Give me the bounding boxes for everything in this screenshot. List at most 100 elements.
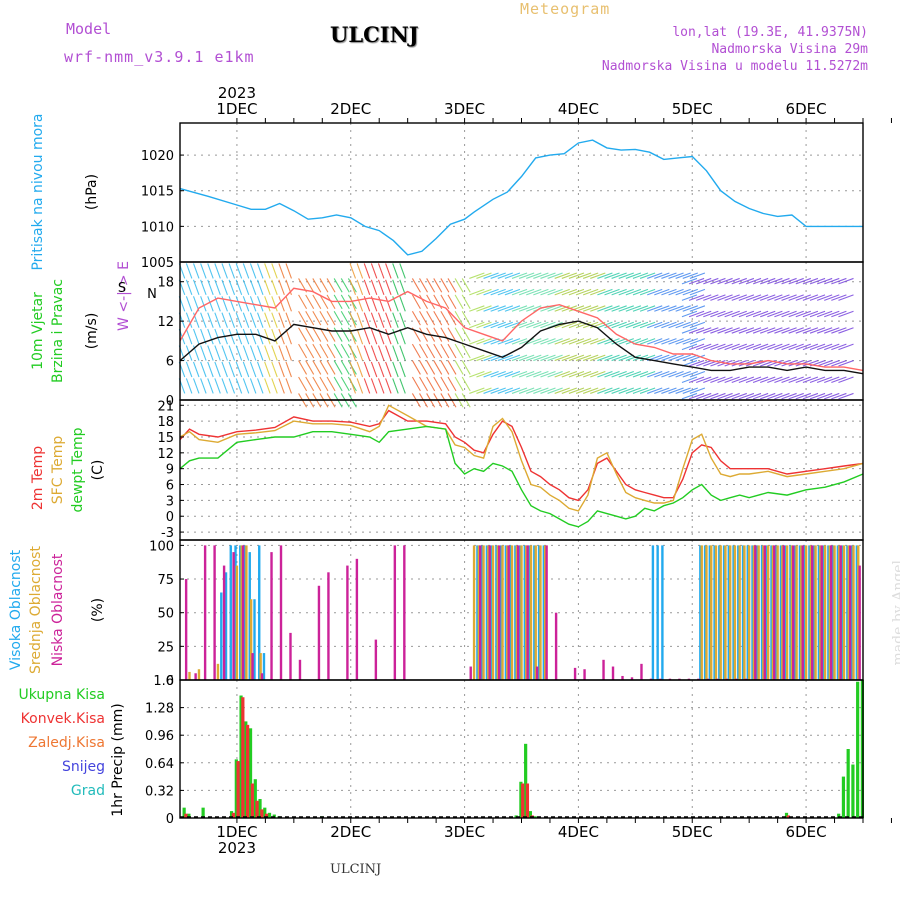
- cloud-label-mid: Srednja Oblacnost: [28, 546, 44, 674]
- wind-arrow-170: [333, 360, 343, 375]
- wind-arrow-60: [228, 312, 236, 328]
- wind-arrow-9: [185, 361, 193, 378]
- bar-clouds-2-10: [279, 545, 283, 680]
- wind-arrow-511: [632, 272, 649, 279]
- wind-arrow-66: [235, 345, 243, 361]
- wind-arrow-285: [433, 311, 443, 326]
- wind-arrow-675: [767, 343, 783, 351]
- bar-clouds-1-14: [501, 545, 504, 680]
- wind-arrow-76: [242, 312, 250, 328]
- wind-arrow-489: [618, 371, 634, 378]
- bar-precip-0-18: [528, 811, 532, 818]
- wind-arrow-334: [476, 288, 492, 296]
- wind-arrow-536: [661, 387, 677, 394]
- wind-arrow-610: [710, 360, 726, 367]
- bar-clouds-0-31: [713, 545, 716, 680]
- wind-arrow-240: [392, 378, 399, 394]
- bar-clouds-0-60: [850, 545, 854, 680]
- wind-arrow-14: [185, 279, 193, 296]
- wind-arrow-161: [326, 376, 336, 392]
- bar-clouds-2-19: [403, 545, 406, 680]
- bar-clouds-0-46: [784, 545, 787, 680]
- wind-arrow-423: [554, 272, 570, 279]
- bar-clouds-0-54: [822, 545, 825, 680]
- wind-arrow-289: [440, 376, 450, 392]
- station-title: ULCINJ: [330, 22, 419, 47]
- wind-arrow-748: [831, 327, 847, 334]
- wind-arrow-378: [518, 354, 535, 362]
- wind-arrow-337: [483, 371, 499, 378]
- wind-arrow-402: [540, 354, 556, 362]
- wind-arrow-61: [228, 296, 236, 312]
- wind-arrow-209: [363, 361, 371, 378]
- wind-arrow-105: [271, 361, 278, 378]
- top-date-label-0: 1DEC: [216, 100, 257, 118]
- wind-arrow-265: [419, 376, 429, 392]
- wind-arrow-50: [221, 345, 228, 361]
- wind-arrow-646: [738, 294, 755, 301]
- wind-arrow-306: [454, 360, 464, 375]
- wind-arrow-570: [689, 354, 706, 362]
- bar-clouds-0-7: [253, 599, 256, 680]
- bar-precip-1-1: [231, 812, 235, 818]
- wind-arrow-363: [504, 338, 521, 345]
- wind-arrow-130: [298, 360, 308, 375]
- bar-precip-1-2: [236, 761, 240, 818]
- wind-arrow-758: [838, 294, 854, 301]
- wind-arrow-592: [695, 392, 712, 400]
- wind-arrow-552: [675, 387, 691, 394]
- model-name: wrf-nmm_v3.9.1 e1km: [64, 48, 255, 66]
- wind-arrow-228: [377, 312, 385, 328]
- wind-arrow-258: [411, 360, 421, 375]
- wind-arrow-620: [717, 327, 733, 334]
- temp-unit: (C): [90, 460, 106, 481]
- bar-clouds-2-25: [516, 545, 520, 680]
- wind-arrow-26: [200, 345, 207, 361]
- wind-arrow-702: [788, 294, 804, 301]
- wind-arrow-604: [703, 327, 719, 334]
- bar-clouds-0-42: [765, 545, 768, 680]
- wind-arrow-701: [788, 310, 804, 318]
- wind-label-1: 10m Vjetar: [30, 292, 46, 370]
- wind-arrow-581: [681, 310, 698, 318]
- bottom-date-label-0: 1DEC: [216, 823, 257, 841]
- wind-arrow-394: [533, 354, 549, 362]
- wind-arrow-731: [816, 343, 833, 351]
- wind-arrow-359: [497, 272, 514, 279]
- bar-precip-0-5: [239, 695, 243, 818]
- bar-clouds-2-4: [222, 565, 226, 680]
- bar-clouds-1-73: [781, 545, 784, 680]
- bar-precip-1-10: [525, 783, 530, 818]
- wind-arrow-219: [370, 328, 378, 345]
- bar-clouds-1-78: [804, 545, 808, 680]
- bar-clouds-2-7: [251, 653, 254, 680]
- wind-arrow-202: [356, 345, 364, 361]
- wind-arrow-193: [349, 361, 357, 378]
- wind-arrow-629: [724, 310, 740, 318]
- wind-arrow-291: [440, 343, 450, 359]
- wind-arrow-749: [831, 310, 847, 318]
- wind-arrow-505: [632, 371, 649, 378]
- bar-clouds-0-51: [808, 545, 811, 680]
- wind-arrow-203: [356, 328, 364, 345]
- wind-arrow-308: [454, 327, 464, 342]
- wind-arrow-753: [838, 376, 854, 383]
- bottom-year-label: 2023: [218, 839, 256, 857]
- wind-arrow-685: [774, 310, 790, 318]
- wind-arrow-28: [200, 312, 207, 328]
- wind-arrow-719: [802, 277, 819, 285]
- wind-arrow-403: [540, 338, 556, 345]
- y-tick-pressure-1: 1010: [141, 220, 174, 235]
- wind-arrow-364: [504, 321, 521, 329]
- wind-arrow-283: [433, 343, 443, 359]
- wind-arrow-671: [760, 277, 776, 285]
- wind-arrow-497: [625, 371, 642, 378]
- bar-clouds-1-65: [743, 545, 746, 680]
- wind-arrow-669: [760, 310, 776, 318]
- wind-arrow-518: [639, 288, 656, 296]
- wind-arrow-358: [497, 288, 514, 296]
- wind-arrow-322: [469, 354, 485, 362]
- bar-clouds-1-84: [833, 545, 836, 680]
- wind-arrow-554: [675, 354, 691, 362]
